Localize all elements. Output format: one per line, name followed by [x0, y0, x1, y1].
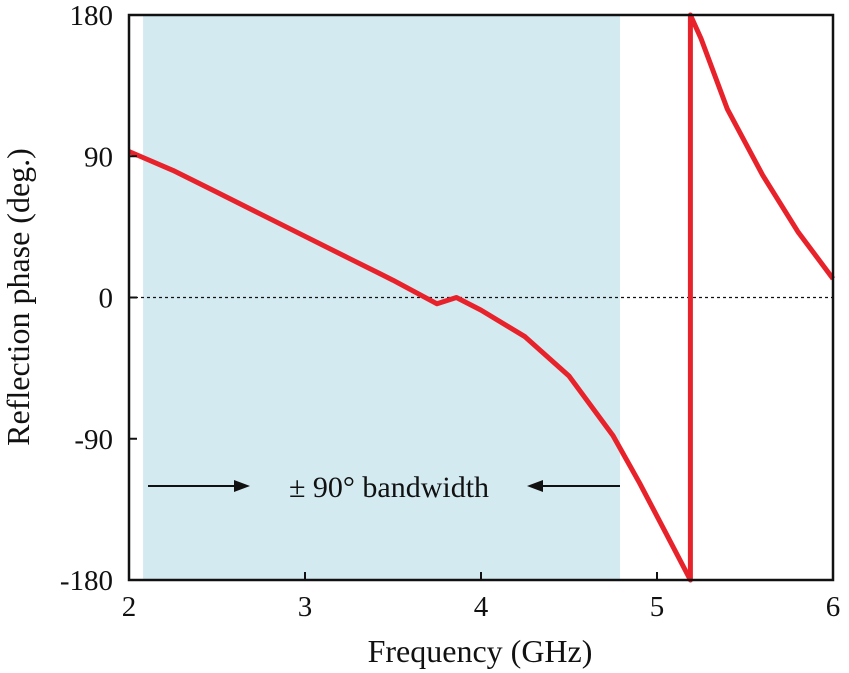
bandwidth-label: ± 90° bandwidth [289, 471, 489, 504]
y-tick-label: 180 [70, 0, 114, 32]
x-tick-label: 2 [122, 591, 137, 623]
x-axis-tick-labels: 2 3 4 5 6 [122, 591, 841, 623]
x-tick-label: 3 [298, 591, 313, 623]
y-tick-label: 0 [99, 283, 114, 315]
x-axis-label: Frequency (GHz) [368, 633, 593, 669]
right-pointing-arrow-icon [234, 480, 250, 492]
y-axis-label: Reflection phase (deg.) [0, 148, 36, 446]
x-tick-label: 6 [826, 591, 841, 623]
x-axis-ticks [128, 572, 834, 580]
x-tick-label: 5 [650, 591, 665, 623]
left-pointing-arrow-icon [527, 480, 543, 492]
x-tick-label: 4 [474, 591, 489, 623]
y-axis-ticks [129, 14, 137, 581]
bandwidth-annotation: ± 90° bandwidth [148, 471, 620, 504]
y-axis-tick-labels: 180 90 0 -90 -180 [60, 0, 113, 597]
y-tick-label: -90 [74, 424, 113, 456]
y-tick-label: 90 [84, 141, 113, 173]
reflection-phase-series [128, 12, 836, 583]
y-tick-label: -180 [60, 565, 113, 597]
